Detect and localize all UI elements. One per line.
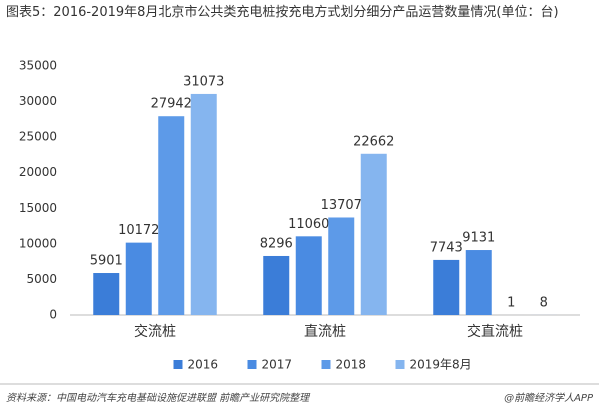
x-tick-label: 交流桩 [134,323,176,340]
value-label: 5901 [90,254,123,269]
legend-label: 2017 [262,358,293,372]
value-label: 1 [507,295,515,310]
value-label: 7743 [430,240,463,255]
legend-swatch [247,360,257,369]
bar [360,153,387,315]
x-tick-label: 交直流桩 [467,323,523,340]
y-tick-label: 25000 [19,130,57,144]
bar [465,250,492,315]
legend-swatch [321,360,331,369]
value-label: 13707 [321,198,362,213]
y-tick-label: 20000 [19,165,57,179]
legend-label: 2018 [336,358,367,372]
bar [295,236,322,315]
brand: @前瞻经济学人APP [504,392,594,404]
y-tick-label: 0 [49,308,57,322]
bar [433,259,460,315]
y-tick-label: 10000 [19,236,57,250]
value-label: 31073 [183,74,224,89]
value-label: 8296 [260,236,293,251]
chart-title: 图表5：2016-2019年8月北京市公共类充电桩按充电方式划分细分产品运营数量… [6,5,559,20]
legend-label: 2016 [188,358,219,372]
y-tick-label: 5000 [26,272,57,286]
bar [93,273,120,315]
legend-swatch [173,360,183,369]
value-label: 27942 [151,97,192,112]
bar [190,93,217,315]
bar [158,116,185,315]
value-label: 22662 [353,134,394,149]
source: 资料来源：中国电动汽车充电基础设施促进联盟 前瞻产业研究院整理 [6,392,311,404]
legend-swatch [395,360,405,369]
value-label: 11060 [288,217,329,232]
value-label: 8 [540,295,548,310]
legend-label: 2019年8月 [410,358,472,372]
value-label: 10172 [118,223,159,238]
bar [263,255,290,315]
y-tick-label: 15000 [19,201,57,215]
bar [328,217,355,315]
y-tick-label: 35000 [19,59,57,73]
value-label: 9131 [462,231,495,246]
y-tick-label: 30000 [19,94,57,108]
bar [125,242,152,315]
x-tick-label: 直流桩 [304,323,346,340]
